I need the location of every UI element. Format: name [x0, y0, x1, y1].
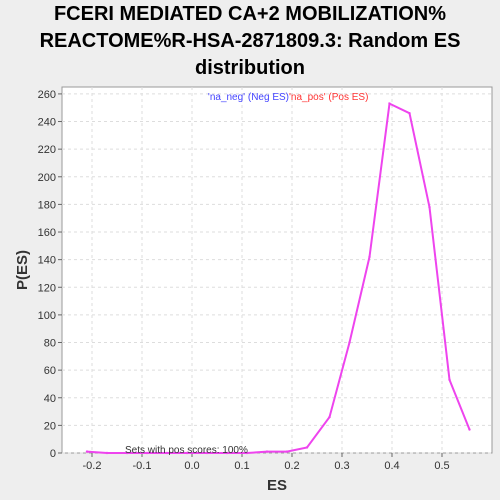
y-tick-label: 260 — [38, 89, 56, 101]
chart-title-line-2: REACTOME%R-HSA-2871809.3: Random ES — [39, 30, 461, 52]
y-tick-label: 140 — [38, 255, 56, 267]
series-point — [265, 450, 269, 453]
series-point — [165, 451, 169, 455]
series-point — [205, 451, 209, 455]
series-point — [225, 451, 229, 455]
axis-layer: 0 20 40 60 80 100 120 140 160 180 200 220 240 260 -0.2… — [38, 89, 450, 472]
y-tick-label: 0 — [50, 448, 56, 460]
y-tick-label: 240 — [38, 117, 56, 129]
series-line — [86, 102, 471, 454]
series-point — [185, 451, 189, 455]
x-tick-label: 0.4 — [384, 460, 399, 472]
legend-neg: 'na_neg' (Neg ES) — [208, 92, 289, 103]
series-point — [105, 451, 109, 455]
x-tick-label: -0.1 — [133, 460, 152, 472]
x-axis-label: ES — [267, 477, 287, 494]
series-point — [85, 450, 89, 453]
y-axis-label: P(ES) — [14, 250, 31, 290]
x-tick-label: 0.1 — [234, 460, 249, 472]
legend-pos: 'na_pos' (Pos ES) — [289, 92, 368, 103]
series-point — [368, 255, 371, 259]
series-point — [245, 451, 249, 455]
chart-title-line-1: FCERI MEDIATED CA+2 MOBILIZATION% — [53, 3, 447, 25]
y-tick-label: 20 — [44, 420, 56, 432]
y-tick-label: 180 — [38, 199, 56, 211]
series-point — [125, 451, 129, 455]
x-tick-label: 0.0 — [184, 460, 199, 472]
y-tick-label: 80 — [44, 338, 56, 350]
grid-layer — [62, 87, 492, 454]
annotation-pos-scores: Sets with pos scores: 100% — [125, 445, 248, 456]
x-tick-label: 0.3 — [334, 460, 349, 472]
y-tick-label: 120 — [38, 282, 56, 294]
x-tick-label: 0.5 — [434, 460, 449, 472]
x-tick-label: -0.2 — [83, 460, 102, 472]
series-point — [285, 450, 289, 453]
y-tick-label: 160 — [38, 227, 56, 239]
y-tick-label: 60 — [44, 365, 56, 377]
chart-title-line-3: distribution — [195, 57, 305, 79]
y-tick-label: 220 — [38, 144, 56, 156]
series-layer — [85, 102, 471, 455]
series-point — [305, 446, 309, 449]
series-point — [428, 205, 431, 209]
y-tick-label: 200 — [38, 172, 56, 184]
series-point — [328, 415, 331, 419]
plot-area — [61, 86, 493, 454]
series-point — [388, 102, 391, 105]
series-point — [348, 341, 351, 344]
series-point — [408, 112, 411, 115]
series-point — [145, 451, 149, 455]
y-tick-label: 100 — [38, 310, 56, 322]
series-point — [448, 378, 451, 381]
x-tick-label: 0.2 — [284, 460, 299, 472]
series-point — [468, 428, 471, 431]
y-tick-label: 40 — [44, 393, 56, 405]
